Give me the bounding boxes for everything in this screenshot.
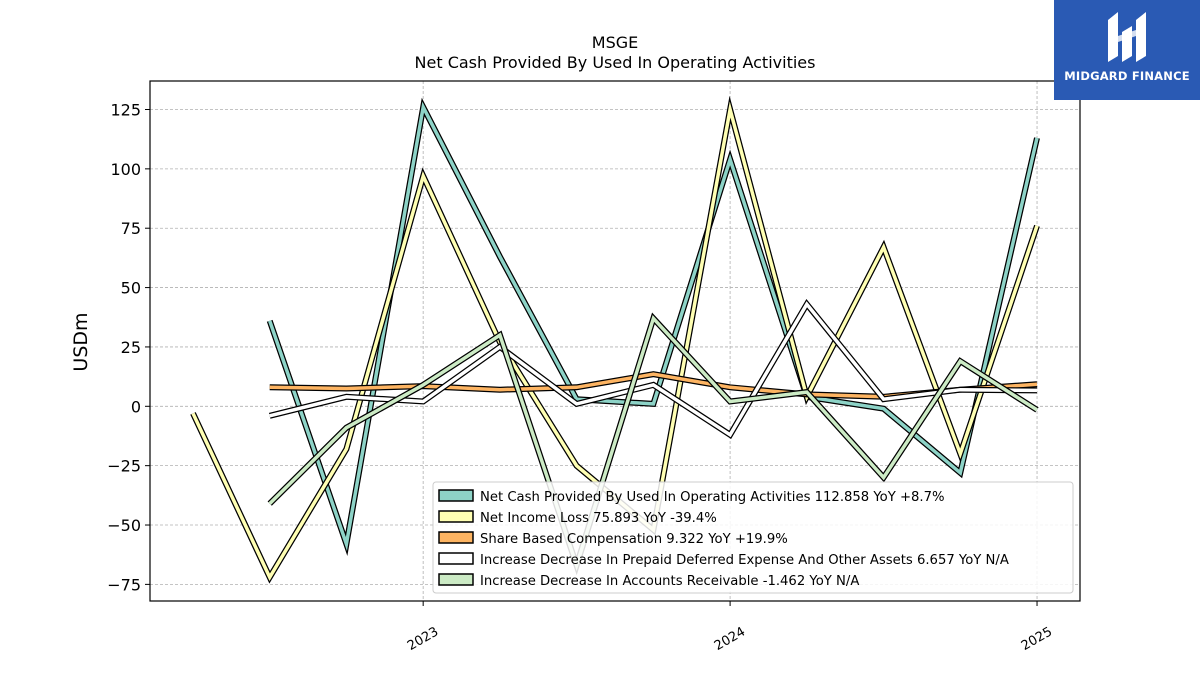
legend-entry-label: Net Income Loss 75.893 YoY -39.4% — [480, 511, 717, 526]
midgard-finance-logo: MIDGARD FINANCE — [1054, 0, 1200, 100]
y-tick-label: 100 — [110, 160, 141, 179]
y-tick-label: −75 — [107, 575, 141, 594]
chart-title: MSGE — [592, 33, 638, 52]
y-tick-label: −50 — [107, 516, 141, 535]
chart-subtitle: Net Cash Provided By Used In Operating A… — [415, 53, 816, 72]
series-line-increase-decrease-in-accounts-receivable — [268, 314, 1038, 572]
x-tick-label: 2023 — [405, 624, 441, 654]
y-tick-label: 75 — [121, 219, 141, 238]
legend-entry-label: Increase Decrease In Prepaid Deferred Ex… — [480, 553, 1009, 568]
x-tick-label: 2025 — [1019, 624, 1055, 654]
y-tick-label: 25 — [121, 338, 141, 357]
legend-box — [432, 481, 1074, 594]
legend-swatch — [438, 552, 474, 565]
midgard-logo-icon — [1108, 12, 1146, 62]
y-tick-label: 0 — [131, 397, 141, 416]
y-tick-label: −25 — [107, 457, 141, 476]
legend: Net Cash Provided By Used In Operating A… — [432, 481, 1074, 594]
logo-text: MIDGARD FINANCE — [1064, 69, 1190, 83]
legend-swatch — [438, 573, 474, 586]
legend-entry-label: Increase Decrease In Accounts Receivable… — [480, 574, 859, 589]
y-tick-label: 50 — [121, 279, 141, 298]
axes: 125 100 75 50 25 0 −25 −50 −75 2023 2024 2025 — [107, 100, 1055, 654]
y-axis-label: USDm — [70, 312, 92, 371]
legend-swatch — [438, 489, 474, 502]
legend-swatch — [438, 510, 474, 523]
x-tick-label: 2024 — [712, 624, 748, 654]
series-line-net-cash-provided-by-used-in-operating-activities — [268, 101, 1039, 551]
legend-entry-label: Net Cash Provided By Used In Operating A… — [480, 490, 945, 505]
legend-entry-label: Share Based Compensation 9.322 YoY +19.9… — [480, 532, 788, 547]
y-tick-label: 125 — [110, 100, 141, 119]
plot-frame — [149, 80, 1081, 602]
legend-swatch — [438, 531, 474, 544]
